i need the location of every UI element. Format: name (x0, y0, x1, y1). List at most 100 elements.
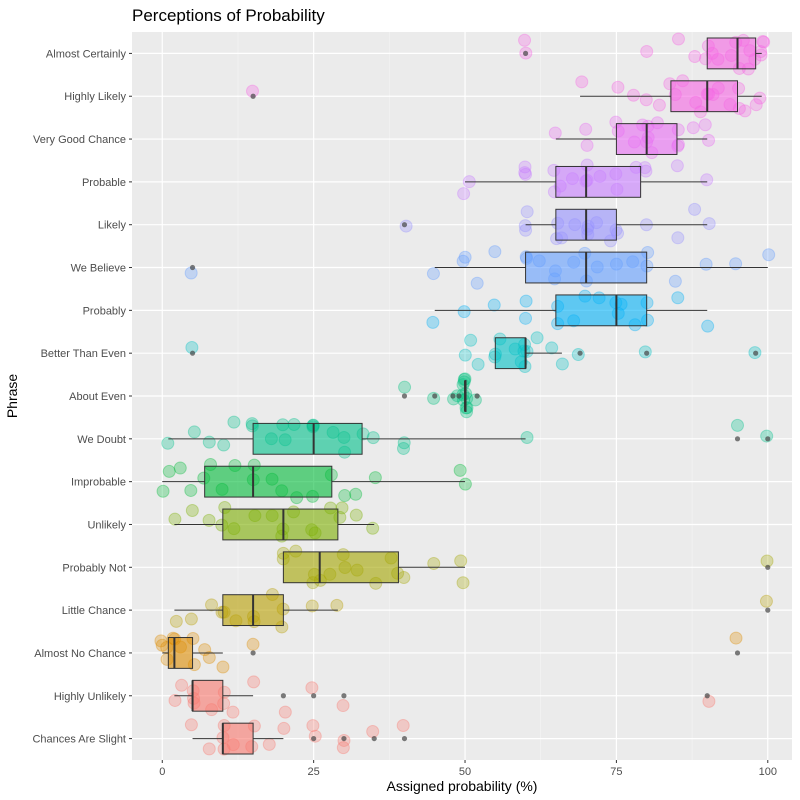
outlier-point (765, 564, 771, 570)
x-tick-label: 50 (459, 766, 471, 778)
category-group (154, 631, 743, 674)
y-tick-label: Improbable (71, 477, 126, 489)
y-tick-label: Unlikely (87, 519, 126, 531)
data-point (338, 489, 352, 503)
data-point (519, 311, 533, 325)
data-point (759, 594, 773, 608)
outlier-point (401, 222, 408, 228)
outlier-point (401, 735, 408, 742)
outlier-point (341, 735, 347, 742)
data-point (226, 705, 240, 719)
y-tick-label: Almost Certainly (46, 48, 127, 60)
data-point (185, 503, 199, 517)
data-point (398, 380, 412, 394)
data-point (519, 294, 533, 308)
data-point (277, 721, 291, 735)
data-point (457, 187, 471, 201)
y-tick-label: We Believe (71, 263, 126, 275)
data-point (458, 250, 472, 264)
category-group (169, 587, 773, 634)
data-point (187, 425, 201, 439)
box (167, 637, 194, 669)
outlier-point (450, 393, 456, 399)
data-point (173, 461, 187, 475)
category-group (168, 500, 380, 543)
y-tick-label: We Doubt (77, 434, 126, 446)
category-group (246, 74, 767, 119)
x-tick-label: 75 (610, 766, 622, 778)
box (222, 722, 254, 755)
data-point (639, 164, 653, 178)
data-point (738, 104, 752, 118)
data-point (730, 418, 744, 432)
data-point (698, 118, 712, 132)
data-point (426, 267, 440, 281)
data-point (168, 512, 182, 526)
data-point (457, 305, 471, 319)
category-group (399, 202, 716, 248)
category-group (548, 115, 716, 160)
y-tick-label: Better Than Even (41, 348, 126, 360)
category-group (398, 372, 482, 419)
category-group (426, 289, 715, 333)
data-point (458, 348, 472, 362)
data-point (701, 319, 715, 333)
x-tick-label: 100 (759, 766, 777, 778)
data-point (520, 430, 534, 444)
data-point (154, 634, 168, 648)
data-point (519, 167, 533, 181)
outlier-point (644, 350, 650, 356)
data-marks (154, 32, 776, 756)
data-point (471, 357, 485, 371)
x-tick-labels: 0 25 50 75 100 (159, 760, 777, 778)
data-point (670, 159, 684, 173)
category-group (156, 458, 472, 505)
data-point (520, 205, 534, 219)
data-point (671, 32, 685, 46)
outlier-point (704, 693, 710, 699)
data-point (456, 576, 470, 590)
category-group (276, 544, 774, 590)
data-point (686, 121, 700, 135)
box (555, 294, 648, 327)
data-point (202, 435, 216, 449)
data-point (456, 254, 470, 268)
outlier-point (456, 393, 462, 399)
box (204, 465, 333, 498)
data-point (688, 202, 702, 216)
data-point (519, 223, 533, 237)
data-point (205, 598, 219, 612)
data-point (330, 598, 344, 612)
data-point (575, 75, 589, 89)
data-point (305, 599, 319, 613)
outlier-point (401, 393, 408, 399)
outlier-point (280, 693, 286, 699)
category-group (185, 331, 762, 373)
data-point (161, 436, 175, 450)
data-point (397, 436, 411, 450)
outlier-point (371, 735, 377, 742)
data-point (396, 718, 410, 732)
data-point (671, 291, 685, 305)
y-tick-label: Very Good Chance (33, 134, 126, 146)
data-point (366, 431, 380, 445)
data-point (305, 681, 319, 695)
data-point (168, 693, 182, 707)
outlier-point (341, 693, 347, 699)
data-point (202, 650, 216, 664)
outlier-point (189, 350, 196, 356)
y-axis-title: Phrase (4, 374, 20, 419)
data-point (246, 637, 260, 651)
outlier-point (765, 607, 771, 613)
outlier-point (250, 650, 256, 656)
category-group (184, 718, 410, 756)
category-group (161, 415, 774, 459)
box (252, 422, 363, 455)
data-point (518, 33, 532, 47)
data-point (184, 483, 198, 497)
data-point (729, 257, 743, 271)
y-tick-labels: Almost Certainly Highly Likely Very Good C… (32, 48, 132, 746)
data-point (671, 231, 685, 245)
data-point (349, 487, 363, 501)
category-group (168, 675, 716, 719)
